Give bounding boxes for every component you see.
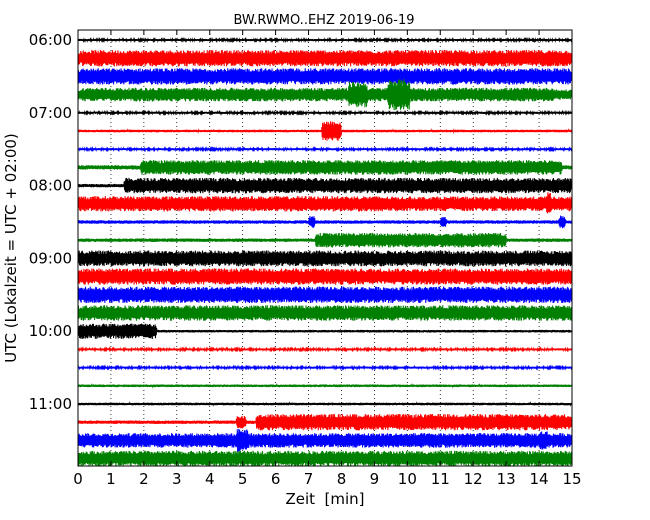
- x-axis-ticks: 0 1 2 3 4 5 6 7 8 9 10 11 12 13 14 15: [73, 30, 582, 488]
- x-tick-label-6: 6: [271, 470, 281, 488]
- x-tick-label-13: 13: [497, 470, 516, 488]
- x-tick-label-8: 8: [337, 470, 347, 488]
- x-tick-label-3: 3: [172, 470, 182, 488]
- trace-row-17: [77, 346, 573, 353]
- x-tick-label-4: 4: [205, 470, 215, 488]
- x-tick-label-0: 0: [73, 470, 83, 488]
- trace-row-8: [77, 177, 573, 194]
- trace-row-14: [77, 286, 573, 303]
- trace-row-5: [77, 121, 573, 141]
- x-tick-label-12: 12: [464, 470, 483, 488]
- x-tick-label-10: 10: [398, 470, 417, 488]
- trace-row-6: [77, 146, 573, 153]
- x-axis-label: Zeit [min]: [285, 490, 364, 508]
- y-tick-label-06:00: 06:00: [29, 31, 72, 49]
- x-tick-label-14: 14: [530, 470, 549, 488]
- trace-row-2: [77, 68, 573, 85]
- trace-row-0: [77, 36, 573, 44]
- trace-row-9: [77, 192, 573, 214]
- trace-row-4: [77, 109, 573, 116]
- x-tick-label-5: 5: [238, 470, 248, 488]
- trace-row-7: [77, 160, 573, 175]
- trace-row-22: [77, 429, 573, 453]
- chart-title: BW.RWMO..EHZ 2019-06-19: [233, 13, 414, 28]
- trace-row-12: [77, 250, 573, 267]
- seismic-traces: [77, 36, 573, 467]
- x-tick-label-9: 9: [370, 470, 380, 488]
- trace-row-15: [77, 305, 573, 321]
- y-tick-label-07:00: 07:00: [29, 104, 72, 122]
- y-tick-label-11:00: 11:00: [29, 395, 72, 413]
- y-axis-label: UTC (Lokalzeit = UTC + 02:00): [2, 133, 20, 363]
- x-tick-label-11: 11: [431, 470, 450, 488]
- trace-row-13: [77, 268, 573, 285]
- x-tick-label-2: 2: [139, 470, 149, 488]
- trace-row-19: [77, 382, 573, 389]
- x-tick-label-7: 7: [304, 470, 314, 488]
- trace-row-10: [77, 215, 573, 229]
- trace-row-23: [77, 450, 573, 467]
- trace-row-3: [77, 79, 573, 111]
- x-tick-label-15: 15: [562, 470, 581, 488]
- x-tick-label-1: 1: [106, 470, 116, 488]
- trace-row-20: [77, 401, 573, 407]
- trace-row-21: [77, 414, 573, 431]
- trace-row-16: [77, 323, 573, 339]
- y-axis-ticks: 06:00 07:00 08:00 09:00 10:00 11:00: [29, 31, 572, 413]
- y-tick-label-09:00: 09:00: [29, 249, 72, 267]
- trace-row-18: [77, 364, 573, 371]
- trace-row-1: [77, 50, 573, 67]
- plot-frame: [77, 29, 573, 467]
- trace-row-11: [77, 232, 573, 248]
- y-tick-label-10:00: 10:00: [29, 322, 72, 340]
- y-tick-label-08:00: 08:00: [29, 177, 72, 195]
